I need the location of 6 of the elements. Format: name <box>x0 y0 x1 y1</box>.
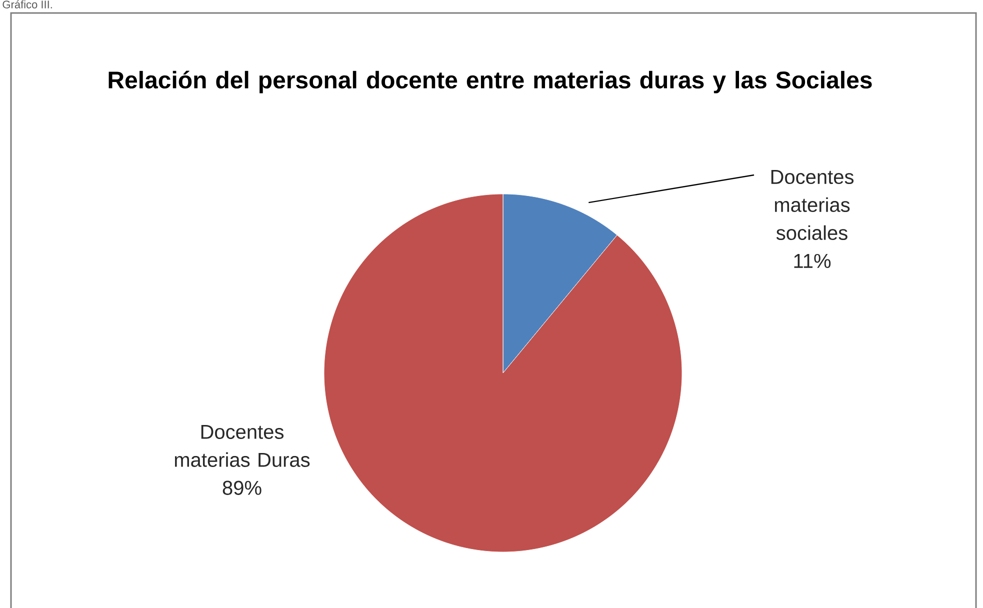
data-label: 89% <box>222 480 262 495</box>
slice-label: Docentes materias sociales <box>771 170 854 240</box>
data-label: 11% <box>794 254 831 268</box>
chart-title: Relación del personal docente entre materias duras y las Sociales <box>108 70 872 94</box>
slice-label: Docentes materias Duras <box>174 425 310 467</box>
text: Gráfico III. <box>2 0 52 8</box>
